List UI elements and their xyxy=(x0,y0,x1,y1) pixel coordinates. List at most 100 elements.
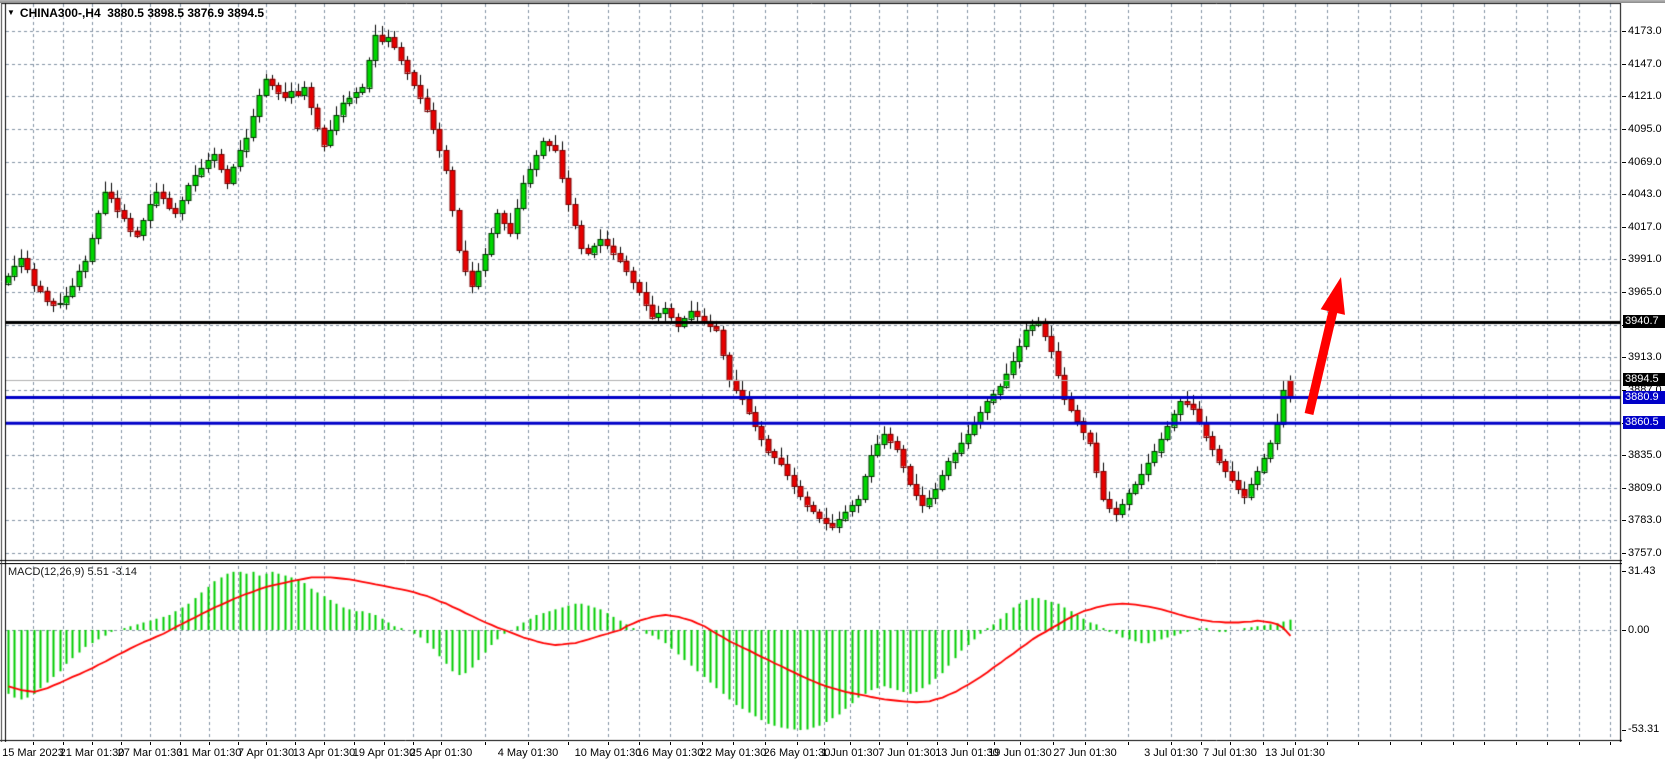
price-tick-mark xyxy=(1622,488,1626,489)
date-tick-label: 7 Apr 01:30 xyxy=(237,747,295,759)
time-tick-mark xyxy=(1421,742,1422,745)
time-tick-mark xyxy=(824,742,825,745)
macd-scale-label: 0.00 xyxy=(1628,624,1650,636)
date-tick-label: 19 Apr 01:30 xyxy=(352,747,416,759)
price-tick-label: 3757.0 xyxy=(1628,547,1662,559)
time-tick-mark xyxy=(33,742,34,745)
time-tick-mark xyxy=(967,742,968,745)
price-tick-mark xyxy=(1622,31,1626,32)
time-tick-mark xyxy=(150,742,151,745)
price-tick-label: 4017.0 xyxy=(1628,221,1662,233)
price-tick-label: 3991.0 xyxy=(1628,253,1662,265)
chart-title: ▼ CHINA300-,H4 3880.5 3898.5 3876.9 3894.… xyxy=(7,6,264,20)
price-tick-mark xyxy=(1622,357,1626,358)
symbol-dropdown-icon[interactable]: ▼ xyxy=(7,8,15,17)
time-tick-mark xyxy=(937,742,938,745)
time-tick-mark xyxy=(1327,742,1328,745)
time-tick-mark xyxy=(354,742,355,745)
price-tick-label: 3835.0 xyxy=(1628,449,1662,461)
date-tick-label: 10 May 01:30 xyxy=(574,747,642,759)
price-tick-mark xyxy=(1622,129,1626,130)
time-tick-mark xyxy=(238,742,239,745)
time-tick-mark xyxy=(608,742,609,745)
time-tick-mark xyxy=(1295,742,1296,745)
price-tick-label: 3783.0 xyxy=(1628,514,1662,526)
time-tick-mark xyxy=(1484,742,1485,745)
time-tick-mark xyxy=(1263,742,1264,745)
time-tick-mark xyxy=(765,742,766,745)
time-tick-mark xyxy=(384,742,385,745)
time-tick-mark xyxy=(1053,742,1054,745)
time-tick-mark xyxy=(121,742,122,745)
time-tick-mark xyxy=(1516,742,1517,745)
time-tick-mark xyxy=(850,742,851,745)
time-axis[interactable]: 15 Mar 2023 21 Mar 01:30 27 Mar 01:30 31 Ma… xyxy=(0,742,1665,765)
date-tick-label: 7 Jun 01:30 xyxy=(878,747,936,759)
date-tick-label: 31 Mar 01:30 xyxy=(176,747,242,759)
date-tick-label: 15 Mar 2023 xyxy=(2,747,64,759)
time-tick-mark xyxy=(266,742,267,745)
date-tick-label: 21 Mar 01:30 xyxy=(59,747,125,759)
macd-indicator-label: MACD(12,26,9) 5.51 -3.14 xyxy=(8,566,138,578)
price-tick-mark xyxy=(1622,520,1626,521)
price-line-badge: 3894.5 xyxy=(1623,373,1665,386)
time-tick-mark xyxy=(441,742,442,745)
time-tick-mark xyxy=(92,742,93,745)
price-tick-mark xyxy=(1622,64,1626,65)
macd-scale-label: -53.31 xyxy=(1628,723,1660,735)
price-tick-mark xyxy=(1622,96,1626,97)
time-tick-mark xyxy=(1085,742,1086,745)
price-tick-label: 4121.0 xyxy=(1628,90,1662,102)
date-tick-label: 25 Apr 01:30 xyxy=(409,747,473,759)
macd-tick-mark xyxy=(1622,730,1626,731)
price-tick-mark xyxy=(1622,292,1626,293)
time-tick-mark xyxy=(413,742,414,745)
price-line-badge: 3860.5 xyxy=(1623,416,1665,429)
time-tick-mark xyxy=(324,742,325,745)
date-tick-label: 26 May 01:30 xyxy=(763,747,831,759)
time-tick-mark xyxy=(180,742,181,745)
date-tick-label: 7 Jul 01:30 xyxy=(1203,747,1257,759)
time-tick-mark xyxy=(1171,742,1172,745)
date-tick-label: 4 May 01:30 xyxy=(497,747,559,759)
time-tick-mark xyxy=(797,742,798,745)
time-tick-mark xyxy=(568,742,569,745)
price-tick-mark xyxy=(1622,194,1626,195)
time-tick-mark xyxy=(485,742,486,745)
time-tick-mark xyxy=(733,742,734,745)
price-scale[interactable]: 4173.0 4147.0 4121.0 4095.0 4069.0 4043.0 4017… xyxy=(1622,0,1665,742)
time-tick-mark xyxy=(63,742,64,745)
time-tick-mark xyxy=(1547,742,1548,745)
macd-tick-mark xyxy=(1622,571,1626,572)
price-tick-mark xyxy=(1622,553,1626,554)
time-tick-mark xyxy=(1579,742,1580,745)
price-tick-label: 4147.0 xyxy=(1628,58,1662,70)
date-tick-label: 13 Apr 01:30 xyxy=(292,747,356,759)
price-tick-label: 4043.0 xyxy=(1628,188,1662,200)
time-tick-mark xyxy=(528,742,529,745)
time-tick-mark xyxy=(1201,742,1202,745)
price-tick-label: 4173.0 xyxy=(1628,25,1662,37)
date-tick-label: 27 Jun 01:30 xyxy=(1053,747,1117,759)
time-tick-mark xyxy=(702,742,703,745)
time-tick-mark xyxy=(1230,742,1231,745)
price-tick-label: 4069.0 xyxy=(1628,156,1662,168)
time-tick-mark xyxy=(639,742,640,745)
date-tick-label: 22 May 01:30 xyxy=(699,747,767,759)
time-tick-mark xyxy=(1128,742,1129,745)
time-tick-mark xyxy=(1020,742,1021,745)
price-tick-mark xyxy=(1622,227,1626,228)
date-tick-label: 27 Mar 01:30 xyxy=(117,747,183,759)
price-tick-label: 3965.0 xyxy=(1628,286,1662,298)
date-tick-label: 19 Jun 01:30 xyxy=(988,747,1052,759)
macd-indicator-canvas[interactable] xyxy=(0,563,1622,742)
candlestick-chart-canvas[interactable] xyxy=(0,0,1622,563)
date-tick-label: 1 Jun 01:30 xyxy=(821,747,879,759)
time-tick-mark xyxy=(295,742,296,745)
date-tick-label: 16 May 01:30 xyxy=(636,747,704,759)
price-tick-label: 3809.0 xyxy=(1628,482,1662,494)
macd-scale-label: 31.43 xyxy=(1628,565,1656,577)
time-tick-mark xyxy=(1610,742,1611,745)
date-tick-label: 3 Jul 01:30 xyxy=(1144,747,1198,759)
time-tick-mark xyxy=(209,742,210,745)
